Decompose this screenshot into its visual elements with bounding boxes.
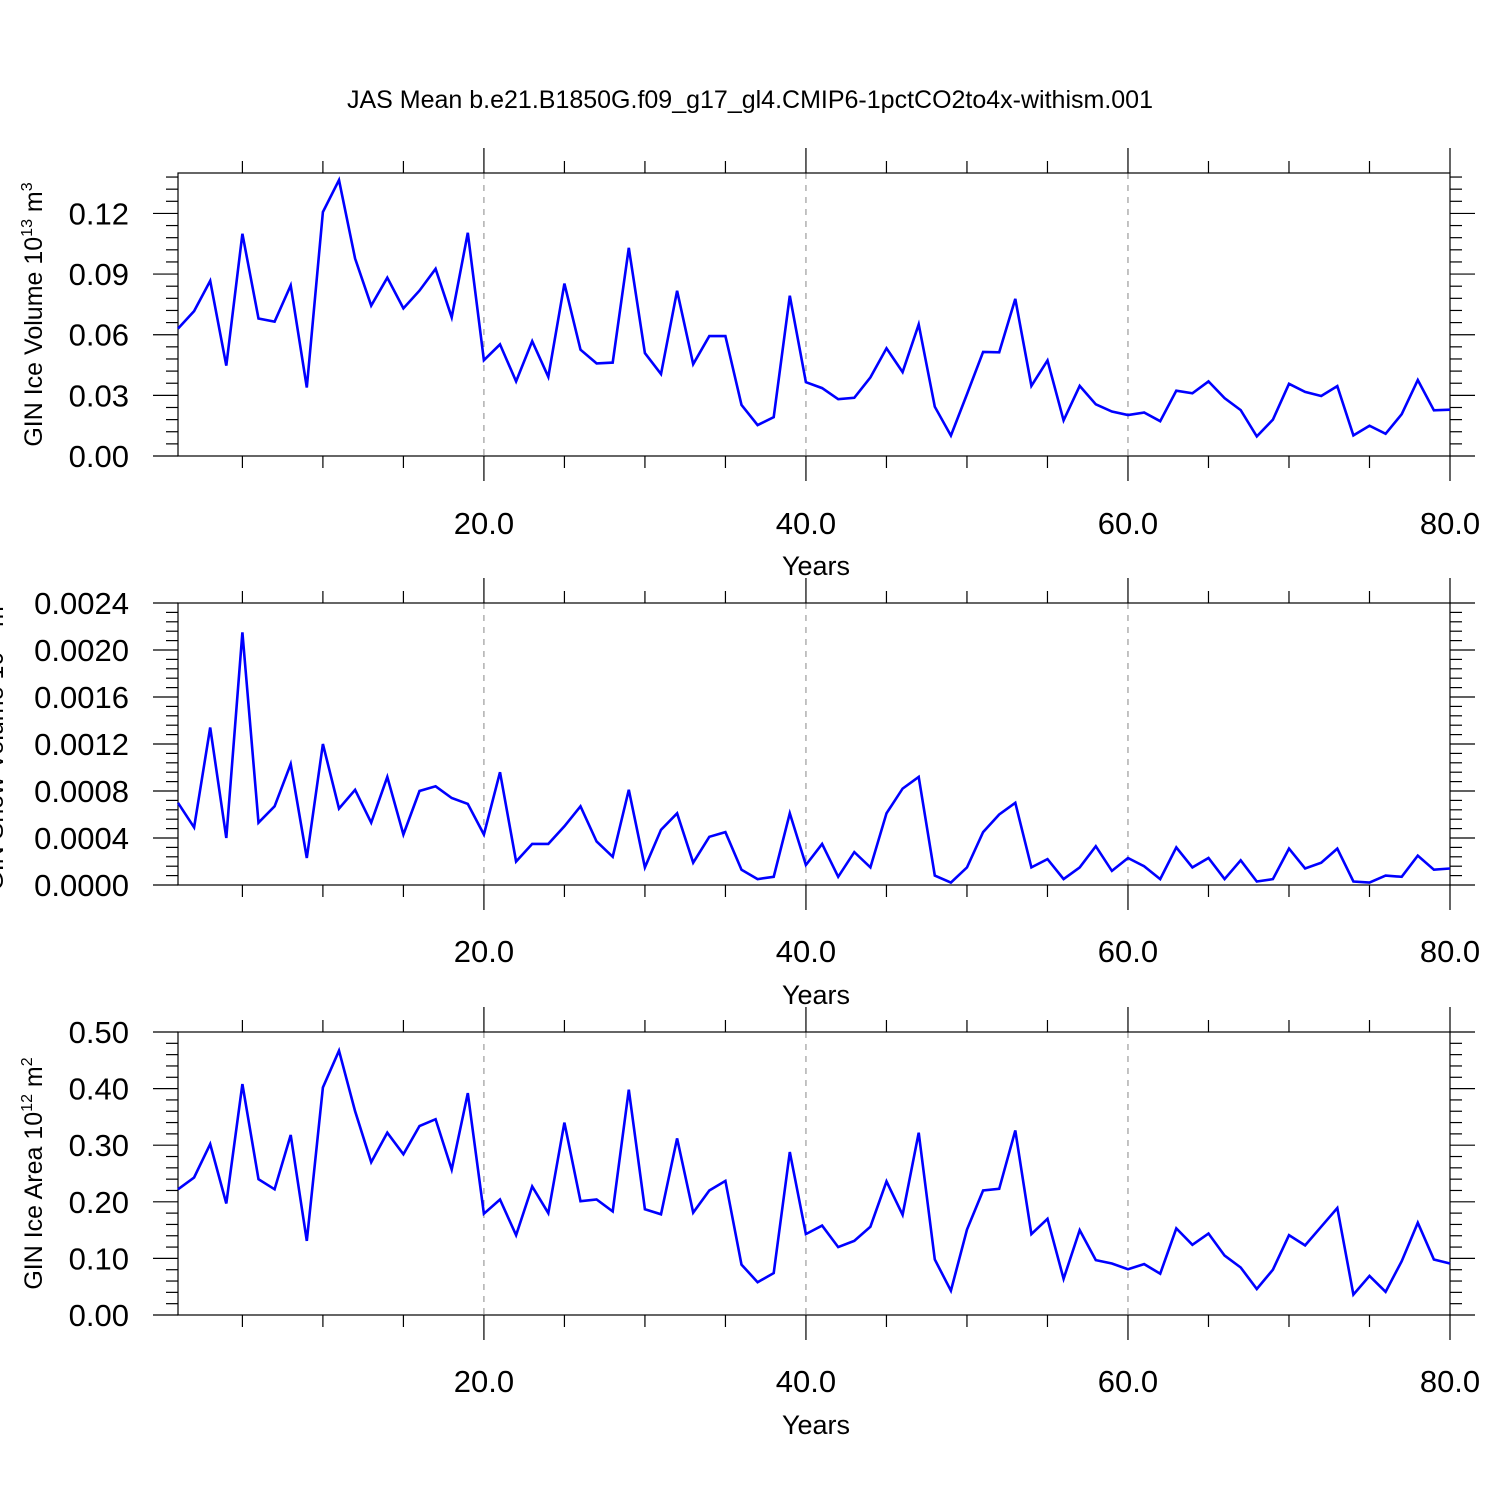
y-axis-label-superscript: 3 (19, 182, 36, 191)
chart-title: JAS Mean b.e21.B1850G.f09_g17_gl4.CMIP6-… (347, 86, 1153, 114)
y-tick-label: 0.0020 (34, 633, 129, 668)
x-axis-label: Years (782, 551, 850, 581)
y-tick-label: 0.0024 (34, 586, 129, 621)
x-tick-label: 60.0 (1098, 1364, 1158, 1399)
y-tick-label: 0.00 (69, 439, 129, 474)
panel-2: 20.0 40.0 60.0 80.0 Years 0.0000 0.0004 0.0008 0… (0, 578, 1480, 1010)
y-axis-label-part: m (0, 606, 9, 634)
y-tick-label: 0.09 (69, 257, 129, 292)
y-tick-label: 0.10 (69, 1241, 129, 1276)
x-tick-label: 40.0 (776, 934, 836, 969)
y-axis-label-part: GIN Ice Area 10 (20, 1112, 48, 1290)
y-tick-label: 0.03 (69, 378, 129, 413)
plot-frame (177, 1031, 1451, 1316)
y-axis-label-superscript: 12 (19, 1094, 36, 1112)
y-axis-label-part: GIN Snow Volume 10 (0, 652, 9, 891)
y-tick-label: 0.40 (69, 1072, 129, 1107)
y-axis-label: GIN Ice Area 1012 m2 (19, 1057, 48, 1289)
y-tick-label: 0.20 (69, 1185, 129, 1220)
series-line (177, 1046, 1451, 1298)
y-tick-label: 0.06 (69, 318, 129, 353)
x-tick-label: 60.0 (1098, 934, 1158, 969)
y-tick-label: 0.12 (69, 196, 129, 231)
x-tick-label: 20.0 (454, 1364, 514, 1399)
y-axis-label-superscript: 13 (19, 219, 36, 237)
plot-frame (177, 172, 1451, 457)
series-line (177, 176, 1451, 439)
series-line (176, 632, 1451, 885)
y-tick-label: 0.0012 (34, 727, 129, 762)
x-tick-label: 20.0 (454, 934, 514, 969)
panel-3: 20.0 40.0 60.0 80.0 Years 0.00 0.10 0.20 0.30 0.4… (19, 1007, 1480, 1440)
y-axis-label: GIN Snow Volume 1013 m3 (0, 597, 9, 891)
y-axis-label-superscript: 2 (19, 1057, 36, 1066)
x-tick-label: 60.0 (1098, 506, 1158, 541)
y-tick-label: 0.0000 (34, 868, 129, 903)
x-tick-label: 80.0 (1420, 934, 1480, 969)
x-axis-label: Years (782, 980, 850, 1010)
x-tick-label: 40.0 (776, 506, 836, 541)
y-axis-label-part: m (20, 191, 48, 219)
y-tick-label: 0.50 (69, 1015, 129, 1050)
panel-1: 20.0 40.0 60.0 80.0 Years 0.00 0.03 0.06 0.09 0.1… (19, 148, 1480, 581)
y-axis-label-part: GIN Ice Volume 10 (20, 237, 48, 447)
plot-frame (177, 602, 1451, 886)
y-tick-label: 0.0016 (34, 680, 129, 715)
y-tick-label: 0.30 (69, 1128, 129, 1163)
x-tick-label: 80.0 (1420, 1364, 1480, 1399)
y-tick-label: 0.0004 (34, 821, 129, 856)
x-tick-label: 80.0 (1420, 506, 1480, 541)
y-tick-label: 0.00 (69, 1298, 129, 1333)
x-axis-label: Years (782, 1410, 850, 1440)
x-tick-label: 40.0 (776, 1364, 836, 1399)
y-tick-label: 0.0008 (34, 774, 129, 809)
x-tick-label: 20.0 (454, 506, 514, 541)
y-axis-label-part: m (20, 1066, 48, 1094)
y-axis-label: GIN Ice Volume 1013 m3 (19, 182, 48, 446)
